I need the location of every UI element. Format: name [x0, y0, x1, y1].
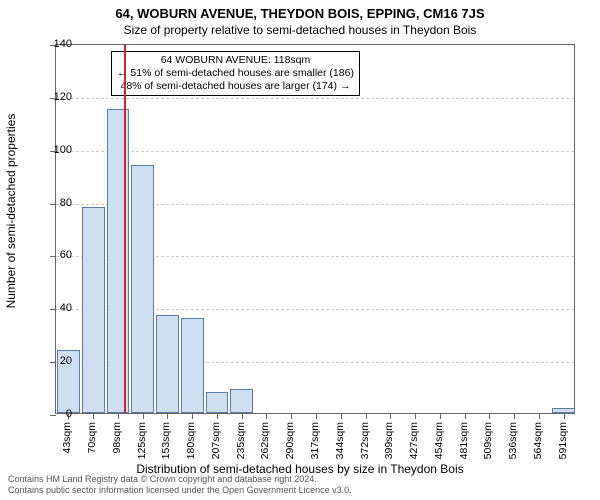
x-tick-label: 536sqm [507, 422, 519, 459]
histogram-bar [181, 318, 204, 413]
y-tick-label: 60 [60, 249, 72, 261]
grid-line [56, 98, 574, 99]
x-tick [143, 413, 144, 419]
x-tick-label: 180sqm [185, 422, 197, 459]
x-tick [217, 413, 218, 419]
y-tick [50, 204, 56, 205]
x-tick [266, 413, 267, 419]
x-tick-label: 399sqm [383, 422, 395, 459]
x-tick [93, 413, 94, 419]
x-tick-label: 43sqm [61, 422, 73, 454]
y-tick-label: 80 [60, 197, 72, 209]
x-tick [465, 413, 466, 419]
x-tick [341, 413, 342, 419]
x-tick-label: 591sqm [557, 422, 569, 459]
x-tick-label: 454sqm [433, 422, 445, 459]
plot-area: 64 WOBURN AVENUE: 118sqm ← 51% of semi-d… [55, 44, 575, 414]
main-title: 64, WOBURN AVENUE, THEYDON BOIS, EPPING,… [0, 0, 600, 21]
x-tick [366, 413, 367, 419]
histogram-bar [131, 165, 154, 413]
x-tick [514, 413, 515, 419]
grid-line [56, 151, 574, 152]
footer-line-2: Contains public sector information licen… [8, 485, 352, 496]
x-tick [192, 413, 193, 419]
x-tick [167, 413, 168, 419]
x-tick-label: 125sqm [136, 422, 148, 459]
annotation-line-2: ← 51% of semi-detached houses are smalle… [117, 67, 354, 80]
chart-container: 64, WOBURN AVENUE, THEYDON BOIS, EPPING,… [0, 0, 600, 500]
x-tick [390, 413, 391, 419]
annotation-line-3: 48% of semi-detached houses are larger (… [117, 80, 354, 93]
x-tick-label: 153sqm [160, 422, 172, 459]
y-tick-label: 40 [60, 302, 72, 314]
y-tick-label: 0 [66, 408, 72, 420]
histogram-bar [82, 207, 105, 413]
x-tick [440, 413, 441, 419]
x-tick [415, 413, 416, 419]
annotation-box: 64 WOBURN AVENUE: 118sqm ← 51% of semi-d… [111, 51, 360, 96]
histogram-bar [206, 392, 229, 413]
annotation-line-1: 64 WOBURN AVENUE: 118sqm [117, 54, 354, 67]
x-tick-label: 344sqm [334, 422, 346, 459]
y-tick-label: 20 [60, 355, 72, 367]
x-tick [564, 413, 565, 419]
y-tick [50, 362, 56, 363]
x-tick-label: 372sqm [359, 422, 371, 459]
x-tick-label: 98sqm [111, 422, 123, 454]
x-tick-label: 317sqm [309, 422, 321, 459]
histogram-bar [230, 389, 253, 413]
sub-title: Size of property relative to semi-detach… [0, 21, 600, 37]
x-tick-label: 235sqm [235, 422, 247, 459]
x-tick [539, 413, 540, 419]
y-tick [50, 309, 56, 310]
y-tick [50, 256, 56, 257]
histogram-bar [156, 315, 179, 413]
y-tick-label: 100 [54, 144, 72, 156]
x-tick [316, 413, 317, 419]
x-tick-label: 564sqm [532, 422, 544, 459]
x-tick-label: 290sqm [284, 422, 296, 459]
x-tick [242, 413, 243, 419]
x-tick-label: 509sqm [482, 422, 494, 459]
x-tick-label: 262sqm [259, 422, 271, 459]
x-tick [291, 413, 292, 419]
y-tick-label: 120 [54, 91, 72, 103]
y-tick-label: 140 [54, 38, 72, 50]
y-axis-label: Number of semi-detached properties [4, 114, 18, 309]
x-tick-label: 207sqm [210, 422, 222, 459]
property-marker-line [124, 45, 126, 413]
footer-line-1: Contains HM Land Registry data © Crown c… [8, 474, 352, 485]
x-tick-label: 427sqm [408, 422, 420, 459]
x-tick [118, 413, 119, 419]
x-tick-label: 70sqm [86, 422, 98, 454]
x-tick [489, 413, 490, 419]
x-tick-label: 481sqm [458, 422, 470, 459]
footer-attribution: Contains HM Land Registry data © Crown c… [8, 474, 352, 496]
y-tick [50, 415, 56, 416]
